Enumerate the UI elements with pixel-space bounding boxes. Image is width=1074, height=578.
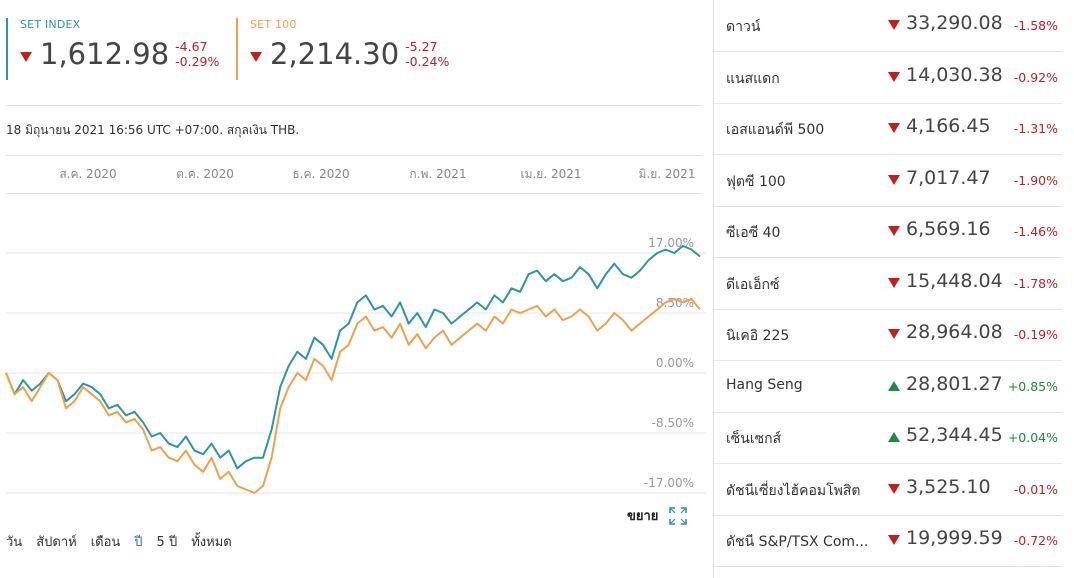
market-name: เอสแอนด์พี 500	[726, 122, 825, 138]
down-arrow-icon	[20, 52, 32, 62]
market-value: 3,525.10	[906, 475, 991, 498]
set100-change: -5.27	[405, 39, 438, 54]
market-value: 15,448.04	[906, 269, 1003, 292]
set100-name: SET 100	[250, 18, 297, 31]
market-change: -0.92%	[1013, 69, 1058, 85]
market-name: ดัชนี S&P/TSX Com...	[726, 534, 869, 550]
market-value: 52,344.45	[906, 424, 1003, 446]
market-row[interactable]: ซีเอซี 40 6,569.16 -1.46%	[714, 206, 1062, 258]
market-change: -1.58%	[1013, 18, 1058, 33]
range-selector: วัน สัปดาห์ เดือน ปี 5 ปี ทั้งหมด	[6, 531, 246, 552]
down-arrow-icon	[888, 174, 900, 185]
x-tick-label: เม.ย. 2021	[520, 167, 582, 181]
market-name: ดีเอเอ็กซ์	[726, 276, 780, 293]
expand-label: ขยาย	[627, 509, 659, 524]
x-tick-label: ธ.ค. 2020	[292, 167, 350, 181]
divider	[6, 105, 702, 106]
set100-series-line	[5, 297, 701, 494]
market-name: Hang Seng	[726, 376, 803, 393]
set-index-value: 1,612.98	[40, 37, 170, 71]
market-change: -1.78%	[1013, 275, 1058, 291]
market-value: 6,569.16	[906, 218, 991, 240]
y-tick-label: -8.50%	[652, 416, 694, 430]
market-value: 28,801.27	[906, 372, 1003, 395]
market-row[interactable]: เอสแอนด์พี 500 4,166.45 -1.31%	[714, 103, 1062, 155]
down-arrow-icon	[888, 277, 900, 288]
expand-icon	[669, 506, 688, 525]
chart-panel: SET INDEX 1,612.98 -4.67 -0.29% SET 100 …	[0, 18, 712, 552]
y-tick-label: -17.00%	[644, 476, 694, 490]
set-index-summary[interactable]: SET INDEX 1,612.98 -4.67 -0.29%	[6, 18, 219, 80]
line-chart[interactable]: 17.00%8.50%0.00%-8.50%-17.00%	[0, 220, 712, 500]
expand-button[interactable]: ขยาย	[627, 505, 688, 526]
down-arrow-icon	[888, 535, 900, 545]
x-tick-label: ส.ค. 2020	[59, 167, 117, 181]
market-name: เซ็นเซกส์	[726, 431, 782, 447]
x-tick-label: ก.พ. 2021	[409, 167, 467, 181]
down-arrow-icon	[888, 329, 900, 339]
market-change: -1.90%	[1013, 172, 1058, 188]
market-row[interactable]: ฟุตซี 100 7,017.47 -1.90%	[714, 155, 1062, 207]
market-change: -1.31%	[1013, 121, 1058, 136]
market-row[interactable]: ดีเอเอ็กซ์ 15,448.04 -1.78%	[714, 258, 1062, 310]
market-name: แนสแดก	[726, 70, 780, 87]
set100-value: 2,214.30	[270, 37, 400, 71]
market-row[interactable]: ดัชนีเซี่ยงไฮ้คอมโพสิต 3,525.10 -0.01%	[714, 464, 1062, 516]
chart-meta: 18 มิถุนายน 2021 16:56 UTC +07:00. สกุลเ…	[6, 123, 300, 137]
market-name: นิเคอิ 225	[726, 328, 790, 344]
y-tick-label: 0.00%	[656, 356, 694, 370]
y-tick-label: 8.50%	[656, 296, 694, 310]
market-change: -0.19%	[1013, 327, 1058, 342]
market-row[interactable]: Hang Seng 28,801.27 +0.85%	[714, 361, 1062, 413]
down-arrow-icon	[888, 226, 900, 236]
range-option[interactable]: วัน	[6, 535, 23, 550]
down-arrow-icon	[888, 20, 900, 30]
market-change: +0.85%	[1007, 378, 1058, 394]
market-row[interactable]: ดาวน์ 33,290.08 -1.58%	[714, 0, 1062, 52]
range-option[interactable]: 5 ปี	[156, 535, 178, 550]
market-value: 14,030.38	[906, 63, 1003, 86]
down-arrow-icon	[250, 52, 262, 62]
x-axis-labels: ส.ค. 2020 ต.ค. 2020 ธ.ค. 2020 ก.พ. 2021 …	[0, 165, 712, 181]
market-change: +0.04%	[1007, 430, 1058, 445]
market-name: ดัชนีเซี่ยงไฮ้คอมโพสิต	[726, 482, 861, 499]
market-value: 4,166.45	[906, 115, 991, 137]
down-arrow-icon	[888, 123, 900, 133]
x-tick-label: มิ.ย. 2021	[638, 167, 696, 181]
divider	[6, 193, 702, 194]
market-value: 7,017.47	[906, 166, 991, 189]
set-index-name: SET INDEX	[20, 18, 81, 31]
range-option[interactable]: ทั้งหมด	[191, 535, 232, 550]
market-row[interactable]: นิเคอิ 225 28,964.08 -0.19%	[714, 309, 1062, 361]
set100-change-pct: -0.24%	[405, 54, 450, 69]
market-name: ซีเอซี 40	[726, 225, 781, 241]
set-index-series-line	[5, 244, 701, 470]
market-list: ดาวน์ 33,290.08 -1.58% แนสแดก 14,030.38 -0.92…	[713, 0, 1074, 578]
market-row[interactable]: ดัชนี S&P/TSX Com... 19,999.59 -0.72%	[714, 515, 1062, 567]
market-value: 19,999.59	[906, 527, 1003, 549]
set100-summary[interactable]: SET 100 2,214.30 -5.27 -0.24%	[236, 18, 449, 80]
market-name: ฟุตซี 100	[726, 173, 786, 190]
market-row[interactable]: แนสแดก 14,030.38 -0.92%	[714, 52, 1062, 104]
down-arrow-icon	[888, 483, 900, 494]
market-row[interactable]: เซ็นเซกส์ 52,344.45 +0.04%	[714, 412, 1062, 464]
range-option[interactable]: เดือน	[90, 535, 121, 550]
divider	[6, 155, 702, 156]
market-value: 33,290.08	[906, 12, 1003, 34]
set-index-change: -4.67	[175, 39, 208, 54]
range-option[interactable]: สัปดาห์	[36, 535, 77, 550]
set-index-change-pct: -0.29%	[175, 54, 220, 69]
market-name: ดาวน์	[726, 19, 761, 35]
up-arrow-icon	[888, 380, 900, 391]
up-arrow-icon	[888, 432, 900, 442]
x-tick-label: ต.ค. 2020	[176, 167, 234, 181]
market-change: -0.01%	[1013, 481, 1058, 497]
market-change: -0.72%	[1013, 533, 1058, 548]
down-arrow-icon	[888, 71, 900, 82]
market-value: 28,964.08	[906, 321, 1003, 343]
market-change: -1.46%	[1013, 224, 1058, 239]
range-option[interactable]: ปี	[134, 535, 143, 550]
